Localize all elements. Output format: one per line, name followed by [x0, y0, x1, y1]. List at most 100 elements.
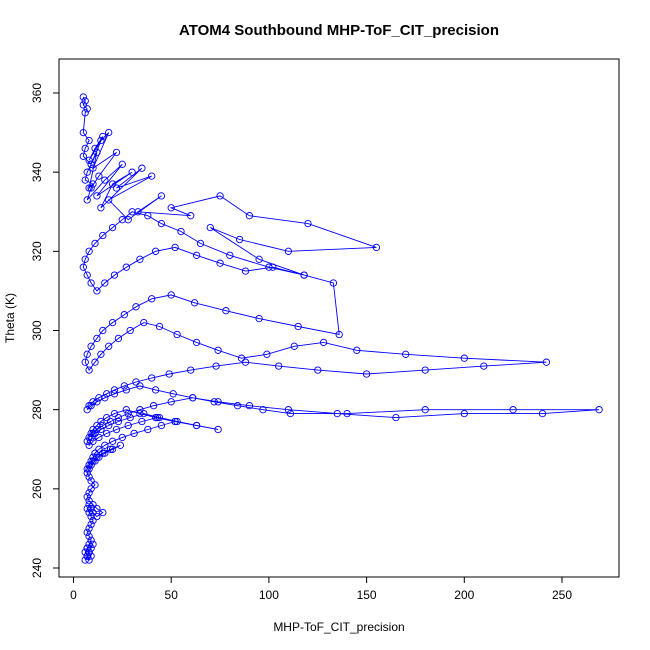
data-point: [85, 497, 93, 505]
data-point: [169, 390, 177, 398]
data-point: [124, 216, 132, 224]
data-point: [132, 303, 140, 311]
data-point: [255, 255, 263, 263]
data-point: [87, 160, 95, 168]
data-point: [85, 136, 93, 145]
data-point: [101, 449, 109, 457]
data-point: [108, 223, 117, 232]
data-point: [89, 501, 97, 509]
plot-frame: [58, 58, 620, 578]
data-point: [95, 172, 103, 180]
data-point: [171, 417, 179, 426]
data-point: [140, 409, 148, 418]
data-point: [171, 243, 179, 252]
data-point: [99, 449, 107, 457]
data-point: [118, 433, 126, 442]
data-point: [122, 406, 130, 414]
data-point: [93, 334, 101, 343]
data-point: [157, 219, 166, 228]
data-point: [93, 398, 101, 406]
data-point: [83, 406, 91, 414]
data-point: [144, 212, 152, 220]
x-tick-label: 200: [454, 588, 474, 602]
data-point: [509, 406, 517, 414]
data-point: [114, 417, 123, 426]
data-point: [290, 342, 298, 350]
data-point: [189, 394, 197, 402]
data-point: [144, 425, 152, 434]
data-point: [167, 204, 175, 212]
data-point: [95, 453, 103, 461]
data-point: [87, 520, 95, 529]
data-point: [126, 326, 134, 335]
y-tick-label: 320: [30, 241, 44, 261]
data-point: [421, 406, 429, 414]
data-point: [112, 425, 121, 434]
data-point: [79, 93, 87, 101]
data-point: [87, 552, 95, 560]
data-point: [155, 322, 164, 331]
data-point: [241, 358, 250, 366]
data-point: [402, 350, 410, 358]
data-point: [87, 512, 95, 521]
data-point: [140, 318, 148, 327]
data-point: [95, 433, 103, 442]
data-point: [110, 409, 119, 418]
data-point: [192, 421, 201, 430]
data-point: [284, 247, 293, 255]
data-point: [85, 247, 93, 255]
data-point: [99, 326, 107, 335]
y-tick-label: 300: [30, 320, 44, 340]
data-point: [91, 144, 99, 153]
x-tick-label: 150: [357, 588, 377, 602]
data-point: [83, 465, 91, 473]
data-point: [212, 362, 220, 370]
data-point: [85, 548, 93, 556]
data-point: [136, 406, 144, 414]
data-point: [87, 402, 95, 410]
data-point: [87, 477, 95, 485]
data-point: [148, 374, 156, 382]
data-point: [89, 164, 97, 172]
data-point: [81, 255, 89, 263]
data-point: [85, 433, 93, 442]
data-point: [85, 508, 93, 517]
data-point: [335, 330, 343, 339]
data-point: [83, 271, 91, 279]
data-point: [81, 97, 89, 105]
data-point: [153, 413, 162, 422]
data-point: [259, 406, 267, 414]
data-point: [284, 406, 293, 414]
data-point: [87, 433, 95, 442]
data-point: [460, 409, 468, 418]
data-point: [421, 366, 429, 374]
data-point: [87, 279, 95, 287]
data-point: [108, 437, 117, 445]
data-point: [151, 386, 160, 394]
data-point: [85, 532, 93, 540]
data-point: [81, 144, 89, 153]
data-point: [85, 441, 93, 449]
data-point: [192, 338, 201, 347]
data-point: [79, 101, 87, 109]
data-point: [97, 136, 105, 145]
data-point: [85, 366, 93, 374]
data-point: [89, 516, 97, 525]
data-point: [81, 548, 89, 556]
data-point: [157, 192, 166, 200]
data-point: [255, 314, 263, 323]
y-tick-label: 340: [30, 162, 44, 182]
data-point: [118, 216, 126, 224]
x-tick-label: 250: [552, 588, 572, 602]
data-point: [167, 398, 175, 406]
data-point: [93, 504, 101, 513]
data-point: [134, 208, 142, 216]
data-point: [83, 105, 91, 113]
data-point: [85, 184, 93, 192]
data-point: [101, 279, 109, 287]
data-point: [85, 489, 93, 497]
data-point: [83, 469, 91, 477]
data-point: [110, 386, 119, 394]
data-point: [136, 409, 144, 418]
data-point: [460, 354, 468, 362]
